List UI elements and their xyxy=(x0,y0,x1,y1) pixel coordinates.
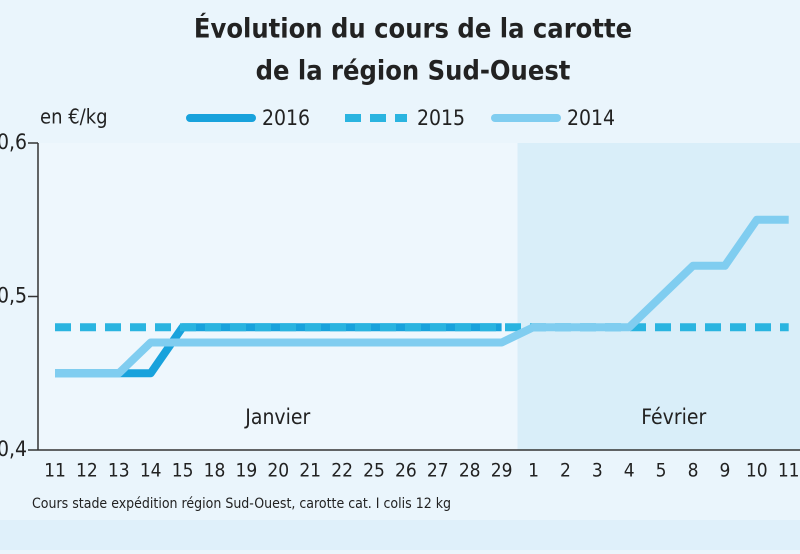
x-tick-label: 26 xyxy=(395,460,417,482)
x-tick-label: 28 xyxy=(459,460,481,482)
legend-label: 2015 xyxy=(417,106,465,130)
x-tick-label: 8 xyxy=(688,460,699,482)
legend-label: 2016 xyxy=(262,106,310,130)
y-tick-label: 0,5 xyxy=(0,284,27,308)
x-tick-label: 18 xyxy=(204,460,226,482)
x-tick-label: 20 xyxy=(267,460,289,482)
y-axis-label: en €/kg xyxy=(40,105,108,129)
line-series xyxy=(55,323,502,378)
x-tick-label: 14 xyxy=(140,460,162,482)
line-series xyxy=(55,215,789,378)
x-tick-label: 9 xyxy=(719,460,730,482)
y-tick-label: 0,4 xyxy=(0,437,27,461)
month-label: Janvier xyxy=(244,405,310,429)
x-tick-label: 4 xyxy=(624,460,635,482)
x-tick-label: 10 xyxy=(746,460,768,482)
x-tick-label: 19 xyxy=(236,460,258,482)
x-tick-label: 2 xyxy=(560,460,571,482)
x-tick-label: 22 xyxy=(331,460,353,482)
legend-label: 2014 xyxy=(567,106,615,130)
x-tick-label: 11 xyxy=(778,460,800,482)
x-tick-label: 12 xyxy=(76,460,98,482)
chart-title: Évolution du cours de la carotte xyxy=(194,13,632,45)
x-tick-label: 5 xyxy=(656,460,667,482)
x-tick-label: 25 xyxy=(363,460,385,482)
y-tick-label: 0,6 xyxy=(0,130,27,154)
note: Cours stade expédition région Sud-Ouest,… xyxy=(32,496,451,512)
plot-area xyxy=(38,143,518,450)
x-tick-label: 21 xyxy=(299,460,321,482)
x-tick-label: 15 xyxy=(172,460,194,482)
x-tick-label: 29 xyxy=(491,460,513,482)
x-tick-label: 1 xyxy=(528,460,539,482)
chart-title: de la région Sud-Ouest xyxy=(256,56,571,87)
month-label: Février xyxy=(641,405,706,429)
x-tick-label: 3 xyxy=(592,460,603,482)
x-tick-label: 11 xyxy=(44,460,66,482)
footer-band xyxy=(0,520,800,550)
x-tick-label: 13 xyxy=(108,460,130,482)
x-tick-label: 27 xyxy=(427,460,449,482)
